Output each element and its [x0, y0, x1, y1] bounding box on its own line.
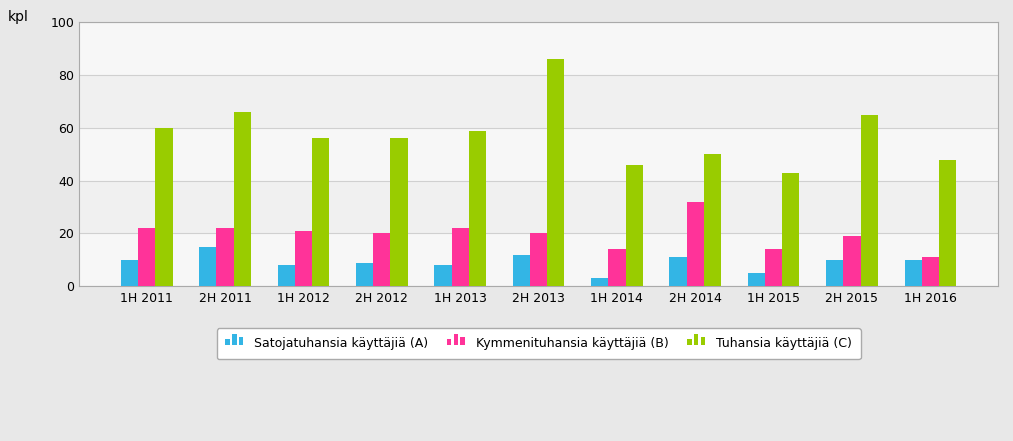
- Bar: [704, 154, 721, 286]
- Bar: [121, 260, 138, 286]
- Bar: [922, 257, 939, 286]
- Bar: [356, 262, 373, 286]
- Y-axis label: kpl: kpl: [8, 10, 28, 24]
- Bar: [608, 249, 625, 286]
- Bar: [234, 112, 251, 286]
- Bar: [547, 59, 564, 286]
- Bar: [687, 202, 704, 286]
- Bar: [373, 233, 390, 286]
- Bar: [530, 233, 547, 286]
- Bar: [452, 228, 469, 286]
- Bar: [469, 131, 486, 286]
- Bar: [390, 138, 407, 286]
- Bar: [312, 138, 329, 286]
- Bar: [435, 265, 452, 286]
- Bar: [278, 265, 295, 286]
- Bar: [79, 233, 998, 286]
- Bar: [625, 165, 643, 286]
- Bar: [670, 257, 687, 286]
- Bar: [79, 128, 998, 181]
- Bar: [939, 160, 956, 286]
- Bar: [844, 236, 861, 286]
- Legend: Satojatuhansia käyttäjiä (A), Kymmenituhansia käyttäjiä (B), Tuhansia käyttäjiä : Satojatuhansia käyttäjiä (A), Kymmenituh…: [217, 328, 860, 359]
- Bar: [905, 260, 922, 286]
- Bar: [591, 278, 608, 286]
- Bar: [861, 115, 878, 286]
- Bar: [295, 231, 312, 286]
- Bar: [138, 228, 155, 286]
- Bar: [217, 228, 234, 286]
- Bar: [827, 260, 844, 286]
- Bar: [782, 173, 799, 286]
- Bar: [155, 128, 172, 286]
- Bar: [765, 249, 782, 286]
- Bar: [748, 273, 765, 286]
- Bar: [200, 247, 217, 286]
- Bar: [513, 254, 530, 286]
- Bar: [79, 22, 998, 75]
